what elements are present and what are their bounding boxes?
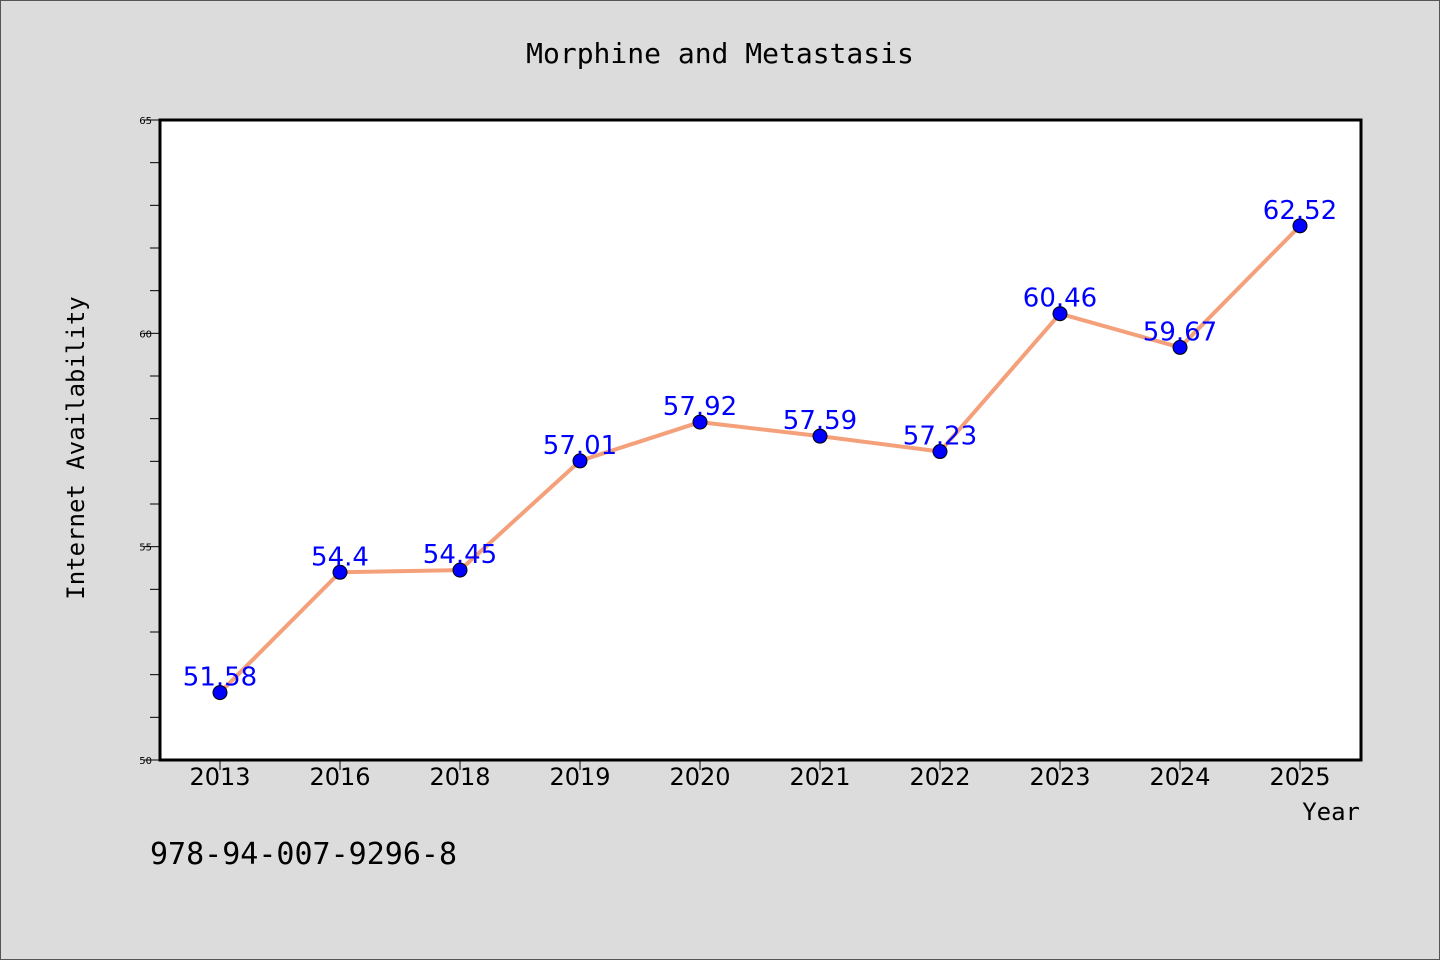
isbn-text: 978-94-007-9296-8 — [150, 837, 457, 872]
x-tick-label: 2025 — [1269, 763, 1330, 791]
data-label: 62.52 — [1263, 196, 1337, 226]
data-point — [1292, 218, 1308, 234]
plot-area — [158, 118, 1363, 762]
x-tick-label: 2022 — [909, 763, 970, 791]
data-label: 59.67 — [1143, 317, 1217, 347]
x-tick-label: 2016 — [309, 763, 370, 791]
data-labels: 51.58 54.4 54.45 57.01 57.92 57.59 57.23 60.46 5… — [183, 196, 1337, 693]
y-tick-label: 60 — [139, 329, 152, 340]
x-tick-label: 2024 — [1149, 763, 1210, 791]
data-label: 57.92 — [663, 392, 737, 422]
series-polyline — [218, 224, 1302, 694]
data-point — [932, 444, 948, 460]
x-axis-label: Year — [1302, 798, 1360, 826]
data-point — [692, 414, 708, 430]
data-label: 54.4 — [311, 542, 369, 572]
data-point — [452, 562, 468, 578]
y-axis-label: Internet Availability — [62, 296, 90, 599]
x-tick-label: 2013 — [189, 763, 250, 791]
data-point — [1052, 306, 1068, 322]
data-label: 54.45 — [423, 540, 497, 570]
data-point — [812, 428, 828, 444]
y-axis: 50 55 60 65 — [139, 116, 160, 767]
x-tick-label: 2021 — [789, 763, 850, 791]
data-label: 57.01 — [543, 431, 617, 461]
chart-title: Morphine and Metastasis — [526, 37, 914, 70]
y-tick-label: 55 — [139, 543, 152, 554]
x-axis: 2013 2016 2018 2019 2020 2021 2022 2023 2024 2025 — [189, 760, 1331, 791]
data-label: 57.23 — [903, 422, 977, 452]
x-tick-label: 2023 — [1029, 763, 1090, 791]
data-point — [572, 453, 588, 469]
x-tick-label: 2018 — [429, 763, 490, 791]
data-label: 51.58 — [183, 663, 257, 693]
x-tick-label: 2020 — [669, 763, 730, 791]
data-point — [332, 564, 348, 580]
data-point — [1172, 339, 1188, 355]
data-label: 60.46 — [1023, 284, 1097, 314]
data-point — [212, 685, 228, 701]
y-tick-label: 65 — [139, 116, 152, 127]
data-label: 57.59 — [783, 406, 857, 436]
x-tick-label: 2019 — [549, 763, 610, 791]
y-tick-label: 50 — [139, 756, 152, 767]
series-line — [212, 218, 1308, 701]
